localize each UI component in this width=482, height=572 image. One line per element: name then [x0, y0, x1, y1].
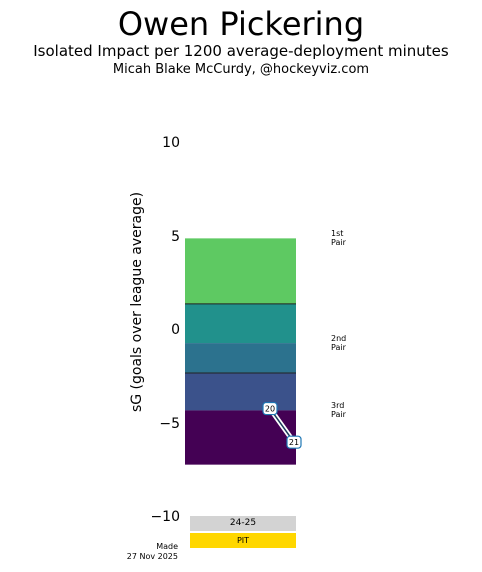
- deployment-band: [185, 303, 296, 344]
- chart-subtitle: Isolated Impact per 1200 average-deploym…: [33, 42, 449, 60]
- made-date: Made 27 Nov 2025: [110, 542, 178, 562]
- y-tick-label: 5: [171, 228, 180, 245]
- y-tick-label: −5: [159, 415, 180, 432]
- chart-title: Owen Pickering: [117, 5, 365, 43]
- pair-label-line: 2nd: [331, 334, 347, 344]
- team-bar: PIT: [190, 533, 296, 548]
- pair-label-line: Pair: [331, 343, 346, 353]
- pair-label-line: Pair: [331, 238, 346, 248]
- season-point: 20: [262, 401, 278, 416]
- season-point-box: [262, 401, 278, 416]
- deployment-band: [185, 343, 296, 374]
- y-tick-label: −10: [150, 509, 180, 525]
- season-point: 21: [286, 435, 302, 449]
- made-date-value: 27 Nov 2025: [126, 552, 178, 561]
- y-tick-label: 10: [162, 135, 180, 151]
- made-label: Made: [156, 542, 178, 551]
- season-point-box: [286, 435, 302, 449]
- deployment-band: [185, 373, 296, 411]
- pair-label-line: 3rd: [331, 401, 345, 411]
- y-tick-label: 0: [171, 322, 180, 338]
- season-bar: 24-25: [190, 516, 296, 531]
- pair-label-line: 1st: [331, 229, 344, 239]
- season-point-label: 21: [289, 438, 299, 447]
- pair-label-line: Pair: [331, 410, 346, 420]
- pair-label-2nd: 2nd Pair: [331, 334, 346, 352]
- pair-label-1st: 1st Pair: [331, 229, 346, 247]
- chart-author: Micah Blake McCurdy, @hockeyviz.com: [112, 62, 370, 77]
- deployment-band: [185, 238, 296, 304]
- season-point-label: 20: [265, 405, 275, 414]
- pair-label-3rd: 3rd Pair: [331, 401, 346, 419]
